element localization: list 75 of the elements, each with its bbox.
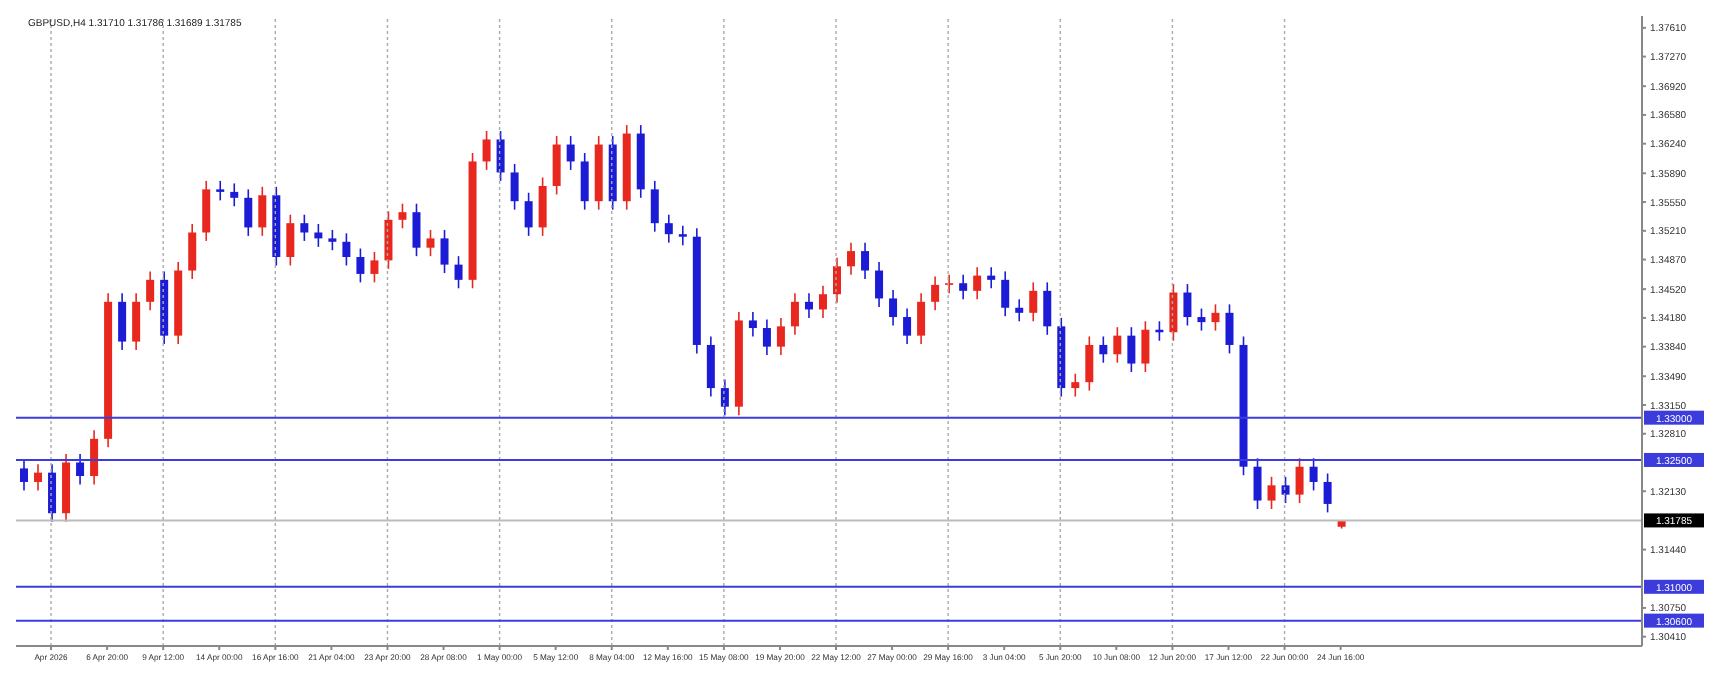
- candlestick: [412, 202, 421, 257]
- candlestick: [1281, 476, 1290, 504]
- candlestick: [818, 284, 827, 319]
- candlestick: [903, 307, 912, 345]
- candlestick: [524, 191, 533, 237]
- candlestick: [552, 135, 561, 196]
- candlestick: [286, 213, 295, 267]
- candlestick: [426, 229, 435, 257]
- candlestick: [1085, 335, 1094, 392]
- candlestick: [917, 292, 926, 345]
- candlestick: [216, 180, 225, 202]
- candlestick: [973, 266, 982, 301]
- candlestick: [1099, 335, 1108, 364]
- candlestick: [762, 318, 771, 356]
- candlestick: [146, 270, 155, 312]
- candlestick: [1323, 472, 1332, 514]
- candlestick: [1015, 298, 1024, 323]
- candlestick: [34, 463, 43, 492]
- candlestick: [258, 186, 267, 237]
- candlestick: [342, 232, 351, 267]
- candlestick: [244, 188, 253, 237]
- candlestick: [1169, 283, 1178, 342]
- candlestick: [1211, 303, 1220, 332]
- candlestick: [76, 453, 85, 486]
- candlestick: [482, 130, 491, 171]
- candlestick: [230, 182, 239, 208]
- candlestick: [889, 289, 898, 327]
- candlestick: [847, 241, 856, 276]
- candlestick: [1043, 281, 1052, 336]
- candlestick: [987, 266, 996, 290]
- candlestick: [20, 459, 28, 492]
- candlestick: [370, 251, 379, 284]
- candlestick: [875, 261, 884, 308]
- candlestick: [1141, 320, 1150, 373]
- candlestick: [314, 223, 323, 248]
- candlestick: [118, 292, 127, 351]
- candlestick: [748, 311, 757, 338]
- candlestick: [328, 229, 337, 252]
- candlestick: [510, 163, 519, 211]
- candlestick: [188, 223, 197, 280]
- candlestick: [566, 135, 575, 171]
- candlestick: [1267, 476, 1276, 510]
- candlestick: [1127, 326, 1136, 373]
- candlestick: [356, 247, 365, 284]
- candlestick: [931, 275, 940, 312]
- candlestick: [1197, 307, 1206, 332]
- candlestick: [1071, 372, 1080, 398]
- candlestick: [90, 429, 99, 486]
- candlestick: [454, 255, 463, 290]
- candlestick: [1113, 326, 1122, 364]
- candlestick: [861, 241, 870, 280]
- candlestick: [776, 317, 785, 356]
- candlestick: [1309, 457, 1318, 492]
- candlestick: [804, 292, 813, 319]
- candlestick: [384, 210, 393, 270]
- candlestick: [398, 202, 407, 230]
- candlestick: [790, 292, 799, 336]
- candlestick: [1183, 283, 1192, 327]
- candlestick: [580, 152, 589, 211]
- candlestick: [132, 292, 141, 351]
- candlestick: [664, 213, 673, 244]
- candlestick: [1295, 457, 1304, 504]
- candlestick: [706, 335, 715, 398]
- candlestick: [650, 180, 659, 233]
- candlestick: [538, 176, 547, 237]
- candlestick: [202, 180, 211, 242]
- candlestick: [496, 130, 505, 182]
- candlestick: [440, 229, 449, 274]
- candlestick: [959, 273, 968, 301]
- candlestick: [300, 213, 309, 242]
- candlestick: [678, 224, 687, 246]
- candlestick: [1029, 281, 1038, 323]
- candlestick: [1225, 303, 1234, 355]
- candlestick: [1253, 457, 1262, 510]
- candlestick: [1001, 270, 1010, 317]
